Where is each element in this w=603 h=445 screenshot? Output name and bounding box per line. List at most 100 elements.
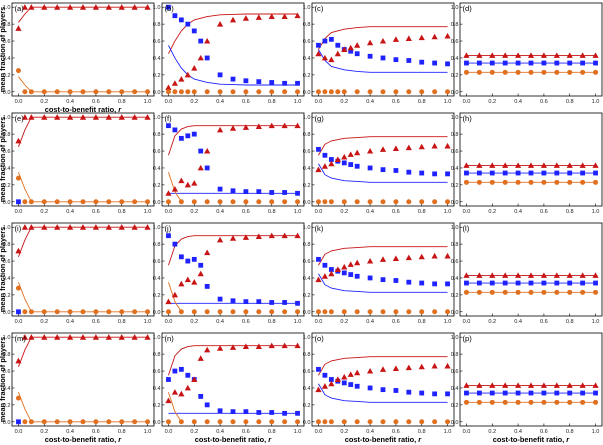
plot-frame — [311, 332, 455, 427]
y-tick-label: 0.4 — [451, 166, 459, 172]
plot-frame — [459, 222, 603, 317]
x-tick-label: 0.0 — [315, 209, 323, 215]
x-tick-label: 1.0 — [444, 209, 452, 215]
orange-circle — [93, 89, 99, 95]
y-tick-label: 0.8 — [303, 242, 311, 248]
blue-square — [393, 168, 399, 173]
y-tick-label: 0.0 — [451, 90, 459, 96]
red-triangle — [315, 166, 322, 173]
orange-circle — [93, 199, 99, 205]
orange-circle — [132, 309, 138, 315]
red-triangle — [118, 334, 125, 340]
red-triangle — [197, 54, 204, 61]
orange-circle — [393, 89, 399, 95]
y-tick-label: 0.8 — [3, 132, 11, 138]
panel-label: (g) — [315, 114, 325, 123]
y-tick-label: 0.0 — [153, 90, 161, 96]
orange-circle — [269, 419, 275, 425]
blue-square — [580, 390, 586, 396]
blue-square — [593, 170, 598, 176]
orange-circle — [269, 309, 275, 315]
blue-square — [445, 281, 450, 287]
red-triangle — [476, 52, 483, 58]
y-tick-label: 0.6 — [303, 149, 311, 155]
orange-circle — [80, 419, 86, 425]
x-tick-label: 0.0 — [15, 429, 23, 435]
x-tick-label: 0.0 — [463, 319, 471, 325]
blue-square — [445, 171, 450, 177]
orange-circle — [22, 309, 28, 315]
blue-square — [217, 296, 223, 302]
blue-square — [554, 280, 560, 286]
orange-circle — [165, 309, 171, 315]
orange-circle — [354, 309, 360, 315]
panel-label: (m) — [15, 334, 27, 343]
blue-square — [354, 163, 360, 169]
x-tick-label: 0.6 — [242, 429, 250, 435]
orange-circle — [178, 309, 184, 315]
plot-frame — [11, 2, 155, 97]
red-triangle — [204, 249, 211, 256]
orange-circle — [354, 419, 360, 425]
blue-square — [204, 402, 210, 408]
y-tick-label: 0.4 — [3, 56, 11, 62]
blue-square — [476, 390, 482, 396]
blue-square — [489, 60, 495, 66]
y-tick-label: 0.0 — [3, 310, 11, 316]
orange-circle — [554, 289, 560, 295]
blue-square — [528, 170, 534, 176]
blue-square — [354, 273, 360, 279]
red-triangle — [463, 272, 470, 278]
red-triangle — [204, 37, 211, 44]
red-triangle — [204, 346, 211, 353]
red-triangle — [444, 32, 451, 39]
red-triangle — [165, 298, 172, 305]
red-triangle — [540, 382, 548, 388]
orange-circle — [132, 419, 138, 425]
red-line — [18, 116, 148, 147]
orange-circle — [502, 179, 508, 185]
plot-frame — [459, 332, 603, 427]
orange-circle — [322, 309, 328, 315]
orange-circle — [191, 419, 197, 425]
x-tick-label: 0.6 — [540, 319, 548, 325]
orange-circle — [445, 419, 451, 425]
orange-circle — [541, 179, 547, 185]
orange-circle — [295, 419, 301, 425]
y-tick-label: 1.0 — [451, 5, 459, 11]
orange-circle — [322, 419, 328, 425]
blue-square — [172, 13, 178, 19]
blue-square — [172, 368, 178, 374]
y-tick-label: 0.6 — [3, 149, 11, 155]
blue-square — [432, 391, 438, 397]
red-triangle — [328, 160, 335, 167]
blue-square — [406, 169, 412, 175]
orange-line — [168, 392, 182, 423]
panel-label: (i) — [15, 224, 22, 233]
orange-circle — [269, 199, 275, 205]
red-triangle — [321, 54, 329, 61]
orange-circle — [502, 399, 508, 405]
orange-circle — [119, 309, 125, 315]
blue-square — [217, 72, 223, 78]
red-triangle — [579, 162, 586, 168]
y-tick-label: 0.2 — [451, 183, 459, 189]
red-triangle — [366, 39, 374, 46]
x-tick-label: 0.4 — [66, 319, 74, 325]
red-triangle — [347, 151, 354, 157]
x-axis-title-text: cost-to-benefit ratio, — [493, 435, 567, 444]
blue-square — [243, 189, 249, 195]
red-triangle — [514, 162, 522, 168]
plot-frame — [11, 112, 155, 207]
x-tick-label: 0.2 — [488, 99, 496, 105]
orange-circle — [295, 199, 301, 205]
y-tick-label: 0.6 — [451, 369, 459, 375]
x-tick-label: 0.4 — [216, 429, 224, 435]
red-triangle — [281, 342, 288, 349]
red-triangle — [197, 270, 204, 277]
red-triangle — [392, 365, 400, 371]
x-tick-label: 0.4 — [366, 209, 374, 215]
red-triangle — [592, 382, 599, 388]
orange-circle — [41, 419, 47, 425]
y-tick-label: 1.0 — [451, 115, 459, 121]
